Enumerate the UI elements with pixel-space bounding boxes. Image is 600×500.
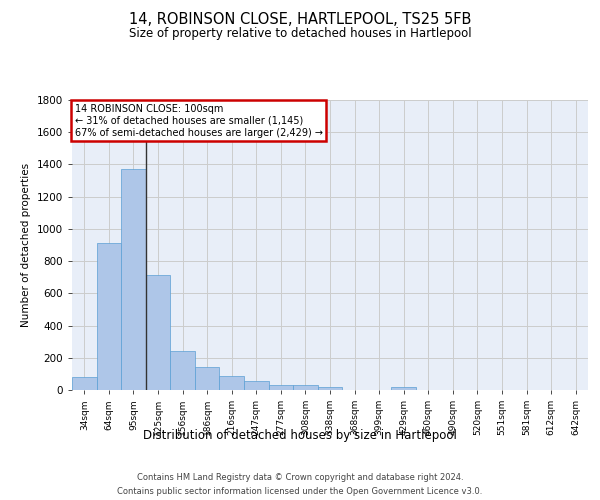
Bar — [269, 385, 293, 390]
Bar — [220, 376, 244, 390]
Bar — [195, 368, 220, 390]
Text: 14 ROBINSON CLOSE: 100sqm
← 31% of detached houses are smaller (1,145)
67% of se: 14 ROBINSON CLOSE: 100sqm ← 31% of detac… — [74, 104, 323, 138]
Bar — [318, 387, 342, 390]
Text: Contains HM Land Registry data © Crown copyright and database right 2024.: Contains HM Land Registry data © Crown c… — [137, 473, 463, 482]
Text: Size of property relative to detached houses in Hartlepool: Size of property relative to detached ho… — [128, 28, 472, 40]
Bar — [97, 244, 121, 390]
Text: Distribution of detached houses by size in Hartlepool: Distribution of detached houses by size … — [143, 428, 457, 442]
Bar — [121, 170, 146, 390]
Text: Contains public sector information licensed under the Open Government Licence v3: Contains public sector information licen… — [118, 486, 482, 496]
Bar — [391, 387, 416, 390]
Text: 14, ROBINSON CLOSE, HARTLEPOOL, TS25 5FB: 14, ROBINSON CLOSE, HARTLEPOOL, TS25 5FB — [129, 12, 471, 28]
Bar — [170, 350, 195, 390]
Bar — [72, 377, 97, 390]
Y-axis label: Number of detached properties: Number of detached properties — [21, 163, 31, 327]
Bar — [146, 275, 170, 390]
Bar — [293, 385, 318, 390]
Bar — [244, 381, 269, 390]
